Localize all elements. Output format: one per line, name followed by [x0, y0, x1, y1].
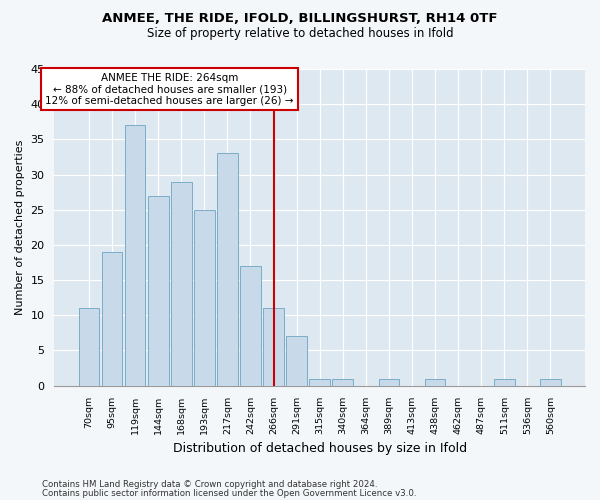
Bar [540, 378, 561, 386]
Bar [332, 378, 353, 386]
Bar [194, 210, 215, 386]
Bar [217, 154, 238, 386]
Bar [425, 378, 445, 386]
Bar [101, 252, 122, 386]
Bar [148, 196, 169, 386]
Bar [310, 378, 330, 386]
Text: Contains public sector information licensed under the Open Government Licence v3: Contains public sector information licen… [42, 489, 416, 498]
Bar [263, 308, 284, 386]
X-axis label: Distribution of detached houses by size in Ifold: Distribution of detached houses by size … [173, 442, 467, 455]
Text: ANMEE THE RIDE: 264sqm
← 88% of detached houses are smaller (193)
12% of semi-de: ANMEE THE RIDE: 264sqm ← 88% of detached… [46, 72, 294, 106]
Bar [286, 336, 307, 386]
Bar [240, 266, 261, 386]
Text: ANMEE, THE RIDE, IFOLD, BILLINGSHURST, RH14 0TF: ANMEE, THE RIDE, IFOLD, BILLINGSHURST, R… [102, 12, 498, 26]
Bar [379, 378, 400, 386]
Bar [79, 308, 99, 386]
Y-axis label: Number of detached properties: Number of detached properties [15, 140, 25, 315]
Bar [494, 378, 515, 386]
Text: Size of property relative to detached houses in Ifold: Size of property relative to detached ho… [146, 28, 454, 40]
Text: Contains HM Land Registry data © Crown copyright and database right 2024.: Contains HM Land Registry data © Crown c… [42, 480, 377, 489]
Bar [125, 126, 145, 386]
Bar [171, 182, 191, 386]
